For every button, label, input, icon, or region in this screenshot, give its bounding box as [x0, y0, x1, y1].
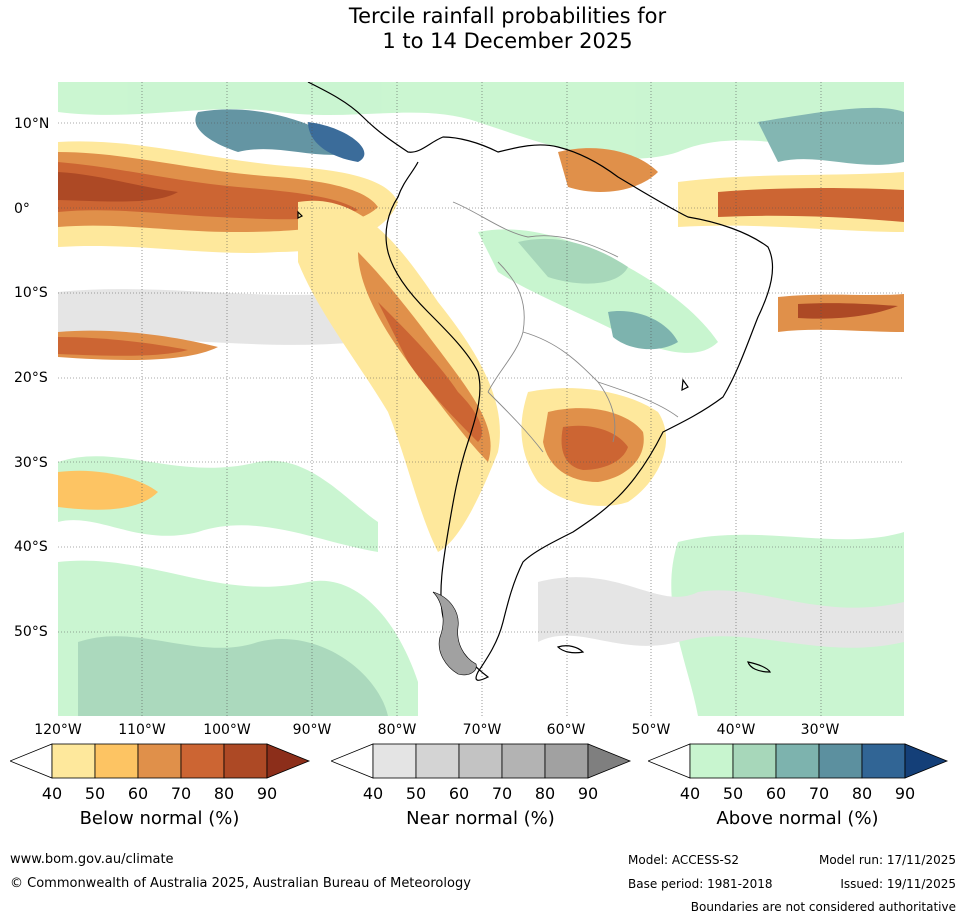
above-normal-regions [478, 229, 718, 353]
colorbar-segment [415, 743, 460, 779]
colorbar-segment [544, 743, 589, 779]
title-line-2: 1 to 14 December 2025 [382, 29, 633, 53]
colorbar-tick-label: 70 [170, 784, 192, 803]
colorbar-segment [458, 743, 503, 779]
copyright-text: © Commonwealth of Australia 2025, Austra… [10, 876, 471, 891]
colorbar-segment [94, 743, 139, 779]
colorbar-tick-label: 90 [894, 784, 916, 803]
colorbar-overflow [587, 743, 632, 779]
longitude-label: 30°W [800, 722, 840, 738]
map-title: Tercile rainfall probabilities for 1 to … [0, 4, 965, 54]
latitude-label: 30°S [14, 455, 48, 471]
colorbar-title: Below normal (%) [79, 808, 240, 829]
colorbar-tick-label: 60 [448, 784, 470, 803]
colorbar-title: Above normal (%) [716, 808, 879, 829]
colorbar-underflow [10, 743, 53, 779]
graticule [58, 82, 904, 716]
colorbar-segment [501, 743, 546, 779]
colorbar-segment [732, 743, 777, 779]
patagonia-islands [432, 591, 477, 676]
latitude-label: 0° [14, 201, 30, 217]
title-line-1: Tercile rainfall probabilities for [348, 4, 667, 28]
longitude-label: 60°W [546, 722, 586, 738]
model-text: Model: ACCESS-S2 [628, 853, 740, 867]
longitude-label: 100°W [203, 722, 251, 738]
colorbar-tick-label: 40 [679, 784, 701, 803]
country-borders [452, 201, 679, 453]
model-run-text: Model run: 17/11/2025 [818, 853, 956, 867]
colorbar-tick-label: 80 [851, 784, 873, 803]
colorbar-title: Near normal (%) [406, 808, 555, 829]
colorbar-segment [775, 743, 820, 779]
longitude-label: 110°W [118, 722, 166, 738]
colorbar-underflow [648, 743, 691, 779]
colorbar-tick-label: 40 [41, 784, 63, 803]
below-normal-regions [58, 141, 904, 552]
coastlines [297, 82, 774, 681]
colorbar-tick-label: 80 [213, 784, 235, 803]
background-probabilities [58, 82, 904, 716]
colorbar-tick-label: 90 [256, 784, 278, 803]
website-link[interactable]: www.bom.gov.au/climate [10, 852, 174, 867]
longitude-label: 70°W [462, 722, 502, 738]
colorbar [10, 743, 311, 779]
longitude-label: 50°W [631, 722, 671, 738]
latitude-label: 10°S [14, 285, 48, 301]
colorbar-tick-label: 80 [534, 784, 556, 803]
longitude-label: 40°W [716, 722, 756, 738]
latitude-label: 20°S [14, 370, 48, 386]
colorbar-tick-label: 70 [808, 784, 830, 803]
longitude-label: 120°W [34, 722, 82, 738]
colorbar-segment [689, 743, 734, 779]
colorbar-tick-label: 50 [405, 784, 427, 803]
colorbar-tick-label: 60 [765, 784, 787, 803]
colorbar-underflow [331, 743, 374, 779]
issued-text: Issued: 19/11/2025 [840, 877, 956, 891]
colorbar-segment [818, 743, 863, 779]
colorbar-tick-label: 70 [491, 784, 513, 803]
colorbar [648, 743, 949, 779]
colorbar-segment [51, 743, 96, 779]
latitude-label: 50°S [14, 624, 48, 640]
longitude-label: 90°W [292, 722, 332, 738]
colorbar-tick-label: 40 [362, 784, 384, 803]
latitude-label: 10°N [14, 116, 50, 132]
colorbar-segment [223, 743, 268, 779]
colorbar-segment [137, 743, 182, 779]
longitude-label: 80°W [377, 722, 417, 738]
latitude-label: 40°S [14, 539, 48, 555]
colorbar-tick-label: 50 [722, 784, 744, 803]
base-period-text: Base period: 1981-2018 [628, 877, 773, 891]
colorbar-overflow [266, 743, 311, 779]
colorbar [331, 743, 632, 779]
colorbar-segment [180, 743, 225, 779]
disclaimer-text: Boundaries are not considered authoritat… [690, 900, 956, 914]
colorbar-overflow [904, 743, 949, 779]
colorbar-segment [372, 743, 417, 779]
rainfall-map [58, 82, 904, 716]
colorbar-segment [861, 743, 906, 779]
colorbar-tick-label: 50 [84, 784, 106, 803]
colorbar-tick-label: 60 [127, 784, 149, 803]
colorbar-tick-label: 90 [577, 784, 599, 803]
